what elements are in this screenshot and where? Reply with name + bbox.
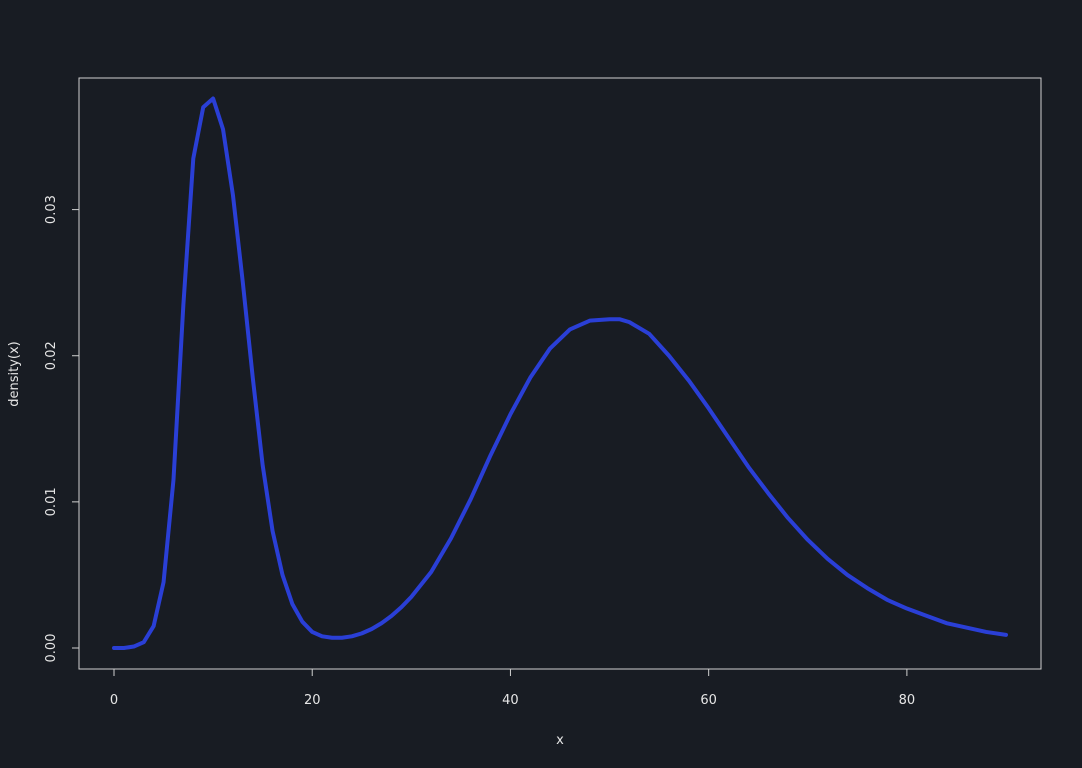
plot-frame (78, 77, 1042, 670)
y-tick-label: 0.00 (44, 634, 59, 663)
x-tick-label: 20 (304, 693, 321, 708)
density-line-series-0 (112, 96, 1008, 650)
x-tick-label: 40 (502, 693, 519, 708)
y-tick-label: 0.02 (44, 341, 59, 370)
y-tick-label: 0.03 (44, 195, 59, 224)
y-axis-label: density(x) (7, 341, 22, 407)
series-layer (112, 96, 1008, 650)
y-tick-label: 0.01 (44, 487, 59, 516)
x-tick-label: 80 (899, 693, 916, 708)
y-axis: 0.00 0.01 0.02 0.03 (44, 195, 80, 663)
x-axis-label: x (556, 733, 564, 748)
x-tick-label: 0 (110, 693, 118, 708)
x-axis: 0 20 40 60 80 (110, 668, 916, 708)
x-tick-label: 60 (700, 693, 717, 708)
